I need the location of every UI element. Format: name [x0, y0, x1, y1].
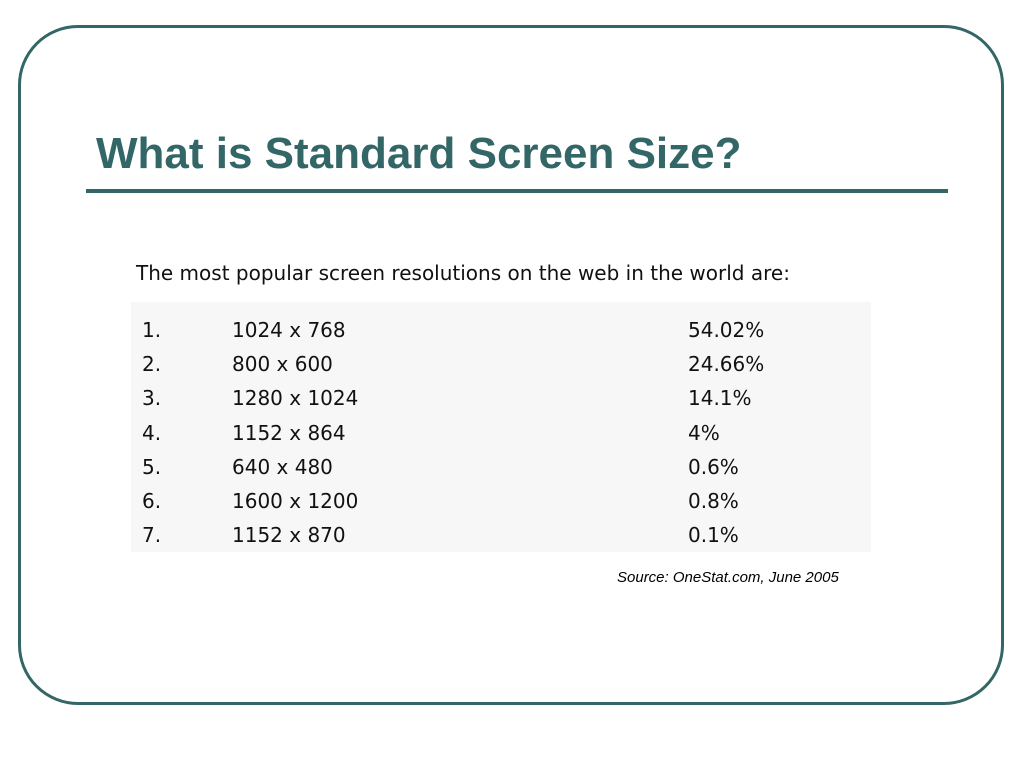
table-row: 5. 640 x 480 0.6%	[131, 453, 871, 487]
title-underline	[86, 189, 948, 193]
slide-title: What is Standard Screen Size?	[96, 129, 742, 178]
resolution-cell: 800 x 600	[232, 352, 333, 377]
resolution-table	[131, 302, 871, 552]
share-cell: 4%	[688, 420, 720, 445]
resolution-cell: 640 x 480	[232, 454, 333, 479]
content-area: The most popular screen resolutions on t…	[131, 256, 891, 552]
rank-cell: 1.	[142, 318, 162, 342]
share-cell: 54.02%	[688, 318, 765, 342]
share-cell: 0.1%	[688, 523, 739, 548]
share-cell: 0.8%	[688, 488, 739, 513]
intro-text: The most popular screen resolutions on t…	[136, 261, 790, 285]
table-row: 3. 1280 x 1024 14.1%	[131, 384, 871, 418]
resolution-cell: 1152 x 870	[232, 523, 346, 548]
rank-cell: 2.	[142, 352, 162, 377]
rank-cell: 5.	[142, 454, 162, 479]
table-row: 2. 800 x 600 24.66%	[131, 350, 871, 384]
resolution-cell: 1024 x 768	[232, 318, 346, 342]
resolution-rows: 1. 1024 x 768 54.02% 2. 800 x 600 24.66%…	[131, 316, 871, 555]
rank-cell: 4.	[142, 420, 162, 445]
resolution-cell: 1600 x 1200	[232, 488, 359, 513]
table-row: 6. 1600 x 1200 0.8%	[131, 487, 871, 521]
table-row: 7. 1152 x 870 0.1%	[131, 521, 871, 555]
share-cell: 0.6%	[688, 454, 739, 479]
rank-cell: 3.	[142, 386, 162, 411]
table-row: 4. 1152 x 864 4%	[131, 419, 871, 453]
rank-cell: 6.	[142, 488, 162, 513]
share-cell: 24.66%	[688, 352, 765, 377]
share-cell: 14.1%	[688, 386, 752, 411]
rank-cell: 7.	[142, 523, 162, 548]
source-citation: Source: OneStat.com, June 2005	[617, 569, 839, 586]
resolution-cell: 1280 x 1024	[232, 386, 359, 411]
table-row: 1. 1024 x 768 54.02%	[131, 316, 871, 350]
resolution-cell: 1152 x 864	[232, 420, 346, 445]
slide-frame	[18, 25, 1004, 705]
